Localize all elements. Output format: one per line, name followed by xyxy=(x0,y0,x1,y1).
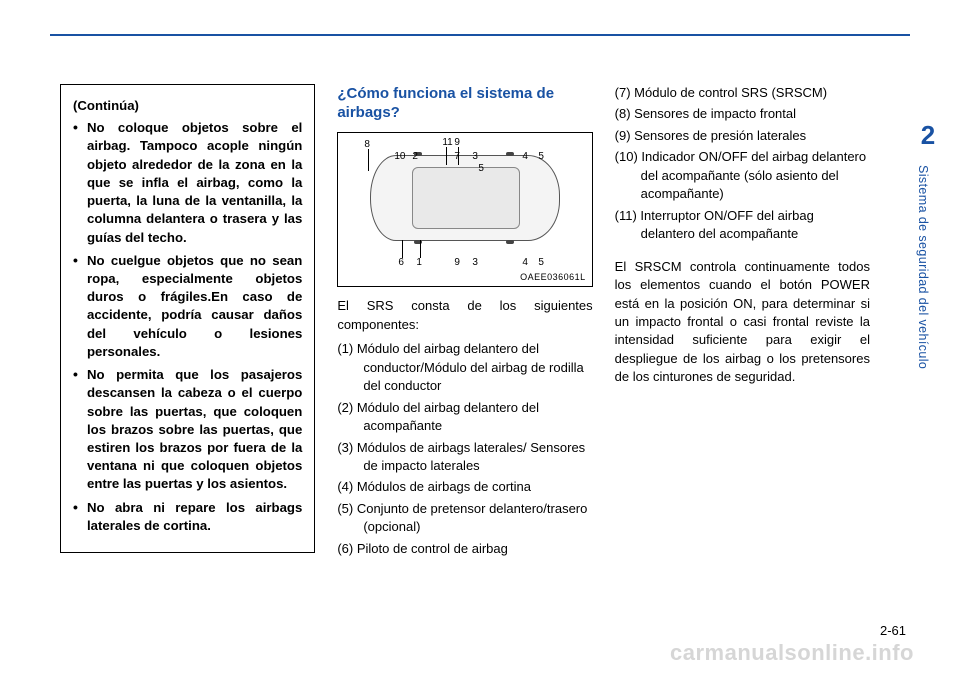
column-3: (7) Módulo de control SRS (SRSCM) (8) Se… xyxy=(615,84,870,561)
diagram-callout: 9 xyxy=(454,257,460,268)
section-heading: ¿Cómo funciona el sistema de airbags? xyxy=(337,84,592,122)
diagram-callout: 5 xyxy=(538,151,544,162)
diagram-callout: 10 xyxy=(394,151,405,162)
column-1: (Continúa) No coloque objetos sobre el a… xyxy=(60,84,315,561)
column-2: ¿Cómo funciona el sistema de airbags? 8 … xyxy=(337,84,592,561)
diagram-leader xyxy=(446,147,447,165)
diagram-leader xyxy=(420,240,421,258)
continua-label: (Continúa) xyxy=(73,97,302,115)
intro-text: El SRS consta de los siguientes componen… xyxy=(337,297,592,334)
chapter-number: 2 xyxy=(916,120,940,151)
list-item: (5) Conjunto de pretensor delantero/tras… xyxy=(337,500,592,537)
continuation-warning-box: (Continúa) No coloque objetos sobre el a… xyxy=(60,84,315,553)
wheel-icon xyxy=(506,152,514,156)
diagram-callout: 6 xyxy=(398,257,404,268)
list-item: (4) Módulos de airbags de cortina xyxy=(337,478,592,496)
diagram-leader xyxy=(402,240,403,258)
diagram-callout: 4 xyxy=(522,257,528,268)
car-cabin xyxy=(412,167,520,229)
diagram-leader xyxy=(458,147,459,165)
srscm-paragraph: El SRSCM controla continuamente todos lo… xyxy=(615,258,870,387)
list-item: (10) Indicador ON/OFF del airbag delante… xyxy=(615,148,870,203)
srs-intro: El SRS consta de los siguientes componen… xyxy=(337,297,592,334)
diagram-callout: 11 xyxy=(442,137,452,148)
list-item: (7) Módulo de control SRS (SRSCM) xyxy=(615,84,870,102)
manual-page: { "chapter": { "number": "2", "title": "… xyxy=(0,0,960,676)
diagram-callout: 3 xyxy=(472,257,478,268)
watermark: carmanualsonline.info xyxy=(670,640,914,666)
srscm-paragraph-block: El SRSCM controla continuamente todos lo… xyxy=(615,258,870,387)
diagram-callout: 2 xyxy=(412,151,418,162)
list-item: (2) Módulo del airbag delantero del acom… xyxy=(337,399,592,436)
diagram-callout: 5 xyxy=(478,163,484,174)
vehicle-outline xyxy=(370,155,560,241)
list-item: (9) Sensores de presión laterales xyxy=(615,127,870,145)
list-item: (11) Interruptor ON/OFF del airbag delan… xyxy=(615,207,870,244)
warning-bullet: No coloque objetos sobre el airbag. Tamp… xyxy=(73,119,302,247)
warning-bullet: No cuelgue objetos que no sean ropa, esp… xyxy=(73,252,302,361)
warning-bullet: No permita que los pasajeros descansen l… xyxy=(73,366,302,494)
list-item: (3) Módulos de airbags laterales/ Sensor… xyxy=(337,439,592,476)
diagram-code: OAEE036061L xyxy=(520,272,586,282)
list-item: (6) Piloto de control de airbag xyxy=(337,540,592,558)
warning-bullet-list: No coloque objetos sobre el airbag. Tamp… xyxy=(73,119,302,535)
component-list-continued: (7) Módulo de control SRS (SRSCM) (8) Se… xyxy=(615,84,870,244)
diagram-leader xyxy=(368,149,369,171)
chapter-sidebar: 2 Sistema de seguridad del vehículo xyxy=(916,120,940,369)
top-rule xyxy=(50,34,910,36)
component-list: (1) Módulo del airbag delantero del cond… xyxy=(337,340,592,558)
diagram-callout: 4 xyxy=(522,151,528,162)
diagram-callout: 5 xyxy=(538,257,544,268)
diagram-callout: 1 xyxy=(416,257,422,268)
airbag-diagram: 8 10 2 11 7 9 3 5 4 5 6 1 9 3 4 5 xyxy=(337,132,592,287)
wheel-icon xyxy=(506,240,514,244)
list-item: (1) Módulo del airbag delantero del cond… xyxy=(337,340,592,395)
list-item: (8) Sensores de impacto frontal xyxy=(615,105,870,123)
warning-bullet: No abra ni repare los airbags laterales … xyxy=(73,499,302,535)
chapter-title: Sistema de seguridad del vehículo xyxy=(916,165,930,369)
page-number: 2-61 xyxy=(880,623,906,638)
diagram-callout: 3 xyxy=(472,151,478,162)
content-columns: (Continúa) No coloque objetos sobre el a… xyxy=(60,84,870,561)
